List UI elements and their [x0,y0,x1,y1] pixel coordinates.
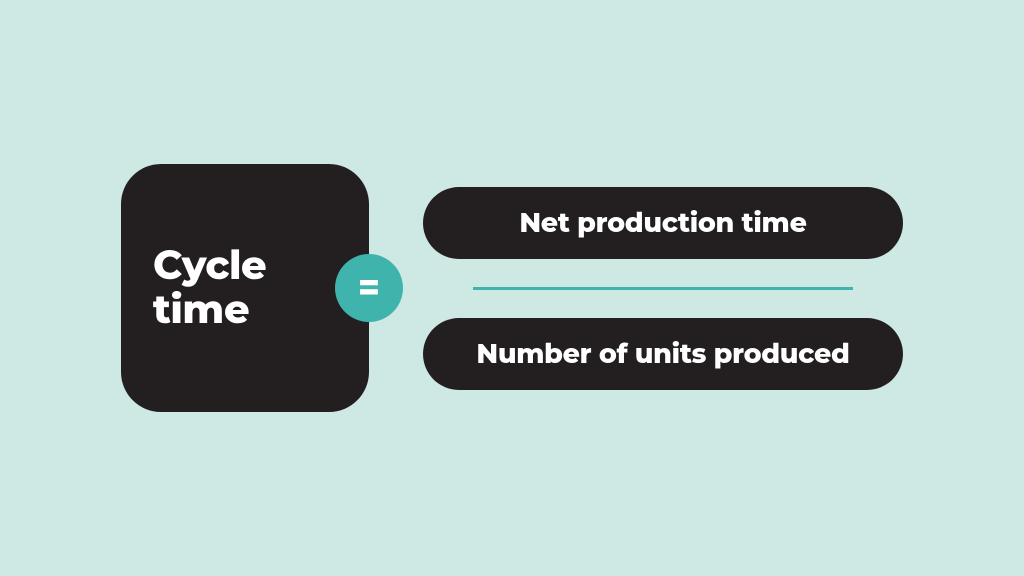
numerator-label: Net production time [519,206,806,239]
equals-badge: = [335,254,403,322]
fraction-divider [473,287,853,290]
fraction-container: Net production time Number of units prod… [423,187,903,390]
result-label: Cycletime [153,244,266,332]
numerator-pill: Net production time [423,187,903,259]
denominator-label: Number of units produced [476,337,849,370]
denominator-pill: Number of units produced [423,318,903,390]
result-box: Cycletime = [121,164,369,412]
formula-canvas: Cycletime = Net production time Number o… [0,0,1024,576]
equals-symbol: = [358,270,380,306]
formula-container: Cycletime = Net production time Number o… [121,164,903,412]
